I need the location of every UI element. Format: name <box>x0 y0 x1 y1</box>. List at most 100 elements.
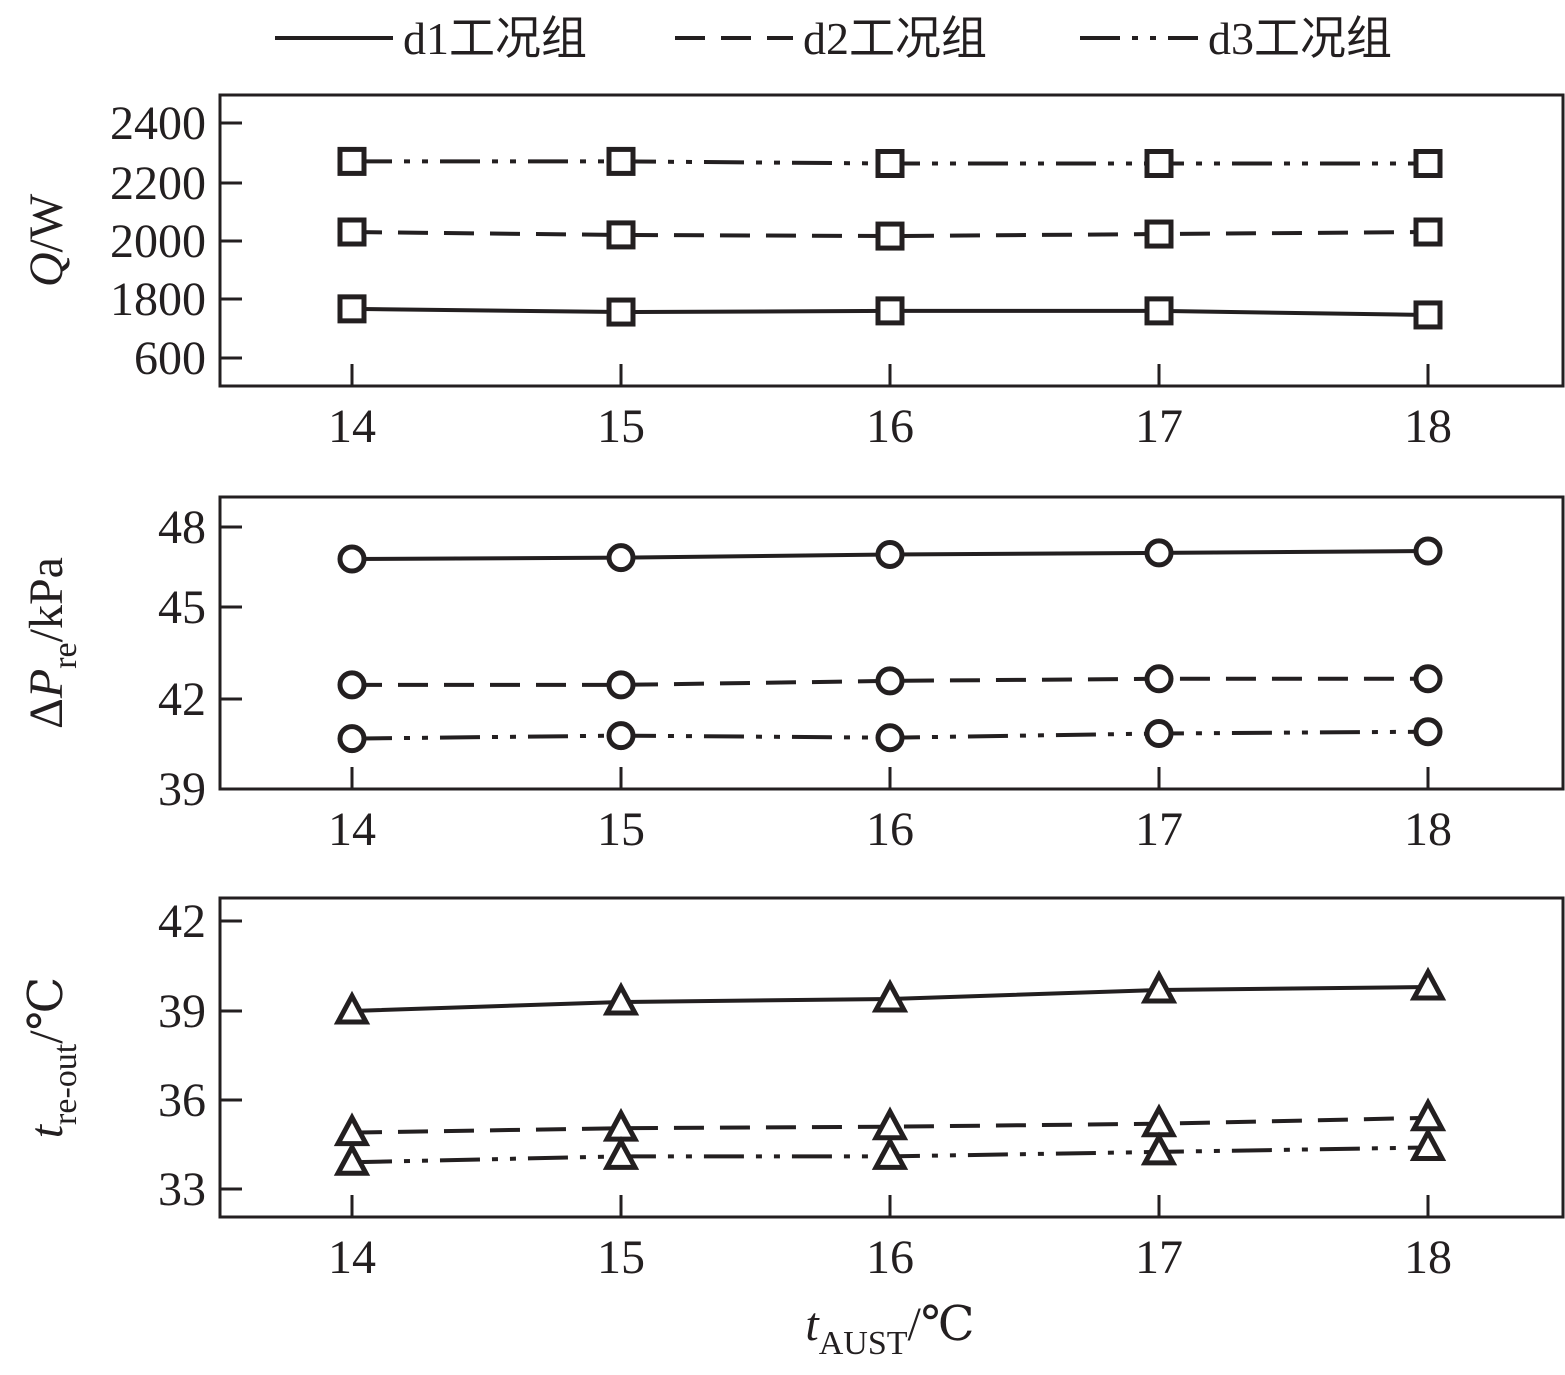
x-tick-label: 16 <box>866 400 914 453</box>
series-3 <box>333 1127 1447 1176</box>
y-tick-label: 33 <box>158 1163 206 1216</box>
data-point-circle <box>606 543 636 573</box>
data-point-circle <box>1144 719 1174 748</box>
y-tick-label: 42 <box>158 673 206 726</box>
legend-label: d3工况组 <box>1208 13 1392 64</box>
y-label-subscript: re <box>47 642 84 668</box>
x-tick-label: 17 <box>1135 1231 1183 1284</box>
data-point-square <box>875 296 905 326</box>
legend-item-3: d3工况组 <box>1080 13 1392 64</box>
data-point-square <box>606 220 636 250</box>
x-label-subscript: AUST <box>819 1325 908 1362</box>
data-point-circle <box>337 544 367 574</box>
x-tick-label: 17 <box>1135 803 1183 856</box>
data-point-circle <box>337 670 367 700</box>
data-point-triangle <box>1140 1103 1178 1138</box>
data-point-circle <box>1144 664 1174 694</box>
data-point-square <box>1413 300 1443 330</box>
data-point-square <box>1413 217 1443 247</box>
y-tick-label: 2400 <box>110 97 206 150</box>
series-line <box>352 676 1428 687</box>
data-point-circle <box>1144 538 1174 568</box>
data-point-circle <box>875 666 905 696</box>
x-tick-label: 18 <box>1404 1231 1452 1284</box>
data-point-triangle <box>333 1112 371 1147</box>
data-point-square <box>337 294 367 324</box>
x-tick-label: 18 <box>1404 400 1452 453</box>
panel-2: 39 42 45 48 14 15 16 17 18 ΔPre/kPa <box>20 495 1565 856</box>
data-point-triangle <box>333 990 371 1025</box>
data-point-triangle <box>871 1136 909 1170</box>
y-axis-label: ΔPre/kPa <box>20 557 84 729</box>
data-point-circle <box>1413 717 1443 747</box>
x-tick-label: 16 <box>866 803 914 856</box>
legend-label: d1工况组 <box>403 13 587 64</box>
x-tick-label: 14 <box>328 803 376 856</box>
data-point-circle <box>337 724 367 754</box>
series-line <box>351 1115 1429 1135</box>
x-tick-label: 18 <box>1404 803 1452 856</box>
x-tick-label: 15 <box>597 803 645 856</box>
y-tick-label: 36 <box>158 1074 206 1127</box>
y-label-subscript: re-out <box>47 1043 84 1125</box>
y-tick-label: 2000 <box>110 215 206 268</box>
data-point-triangle <box>871 978 909 1013</box>
data-point-triangle <box>1409 966 1447 1001</box>
data-point-circle <box>1413 664 1443 694</box>
data-point-square <box>1144 219 1174 249</box>
data-point-triangle <box>602 1107 640 1142</box>
data-point-triangle <box>1140 1131 1178 1166</box>
y-tick-label: 1800 <box>110 273 206 326</box>
data-point-circle <box>1413 536 1443 566</box>
data-point-square <box>875 149 905 178</box>
data-point-circle <box>875 539 905 569</box>
x-tick-label: 15 <box>597 400 645 453</box>
x-tick-label: 14 <box>328 1231 376 1284</box>
x-label-unit: /℃ <box>908 1298 975 1351</box>
x-tick-label: 16 <box>866 1231 914 1284</box>
x-axis-label: tAUST/℃ <box>805 1298 974 1362</box>
data-point-square <box>875 221 905 251</box>
y-label-unit: /℃ <box>20 977 73 1044</box>
y-tick-label: 39 <box>158 985 206 1038</box>
x-tick-label: 15 <box>597 1231 645 1284</box>
series-2 <box>337 217 1443 251</box>
data-point-square <box>1144 149 1174 178</box>
y-tick-label: 42 <box>158 895 206 948</box>
data-point-square <box>606 297 636 327</box>
x-label-symbol: t <box>805 1298 820 1351</box>
legend: d1工况组 d2工况组 d3工况组 <box>275 13 1392 64</box>
series-3 <box>337 146 1443 178</box>
data-point-triangle <box>333 1142 371 1176</box>
data-point-square <box>337 217 367 247</box>
y-label-symbol: P <box>20 669 73 699</box>
x-tick-label: 14 <box>328 400 376 453</box>
data-point-triangle <box>1409 1127 1447 1161</box>
data-point-square <box>606 146 636 176</box>
legend-label: d2工况组 <box>803 13 987 64</box>
series-line <box>351 230 1429 239</box>
data-point-square <box>1144 296 1174 326</box>
data-point-triangle <box>1140 969 1178 1004</box>
series-1 <box>333 966 1447 1025</box>
data-point-square <box>1413 149 1443 178</box>
y-label-symbol: t <box>20 1123 73 1138</box>
legend-item-1: d1工况组 <box>275 13 587 64</box>
data-point-triangle <box>1409 1097 1447 1132</box>
y-label-unit: /kPa <box>20 557 73 642</box>
series-3 <box>337 717 1443 754</box>
y-tick-label: 600 <box>134 332 206 385</box>
y-label-unit: /W <box>20 193 73 252</box>
y-label-symbol: Q <box>20 252 73 287</box>
data-point-square <box>337 146 367 176</box>
data-point-triangle <box>602 981 640 1016</box>
y-tick-label: 48 <box>158 501 206 554</box>
data-point-circle <box>606 721 636 751</box>
data-point-triangle <box>871 1106 909 1141</box>
series-1 <box>337 294 1443 330</box>
y-axis-label: tre-out/℃ <box>20 977 84 1139</box>
